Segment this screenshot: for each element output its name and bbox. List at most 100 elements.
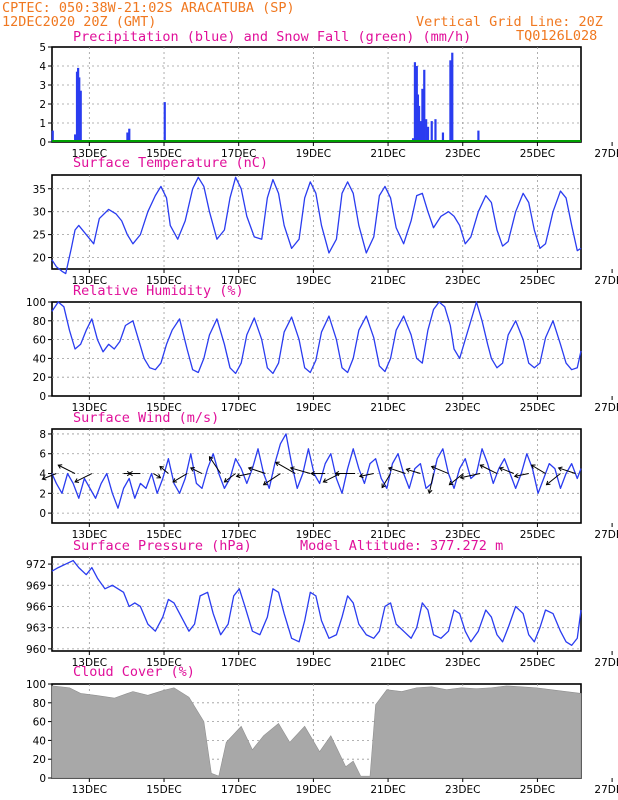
wind-vector-head xyxy=(159,465,165,471)
temp-xtick-label: 19DEC xyxy=(296,275,331,287)
wind-xtick-label: 17DEC xyxy=(221,529,256,541)
rh-xtick-label: 25DEC xyxy=(520,402,555,414)
wind-vector-shaft xyxy=(546,473,561,486)
wind-vector-shaft xyxy=(428,473,434,494)
rh-xtick-label: 23DEC xyxy=(445,402,480,414)
temp-xtick-label: 17DEC xyxy=(221,275,256,287)
wind-series-line xyxy=(51,433,582,509)
precip-bar xyxy=(451,52,454,143)
pres-title: Surface Pressure (hPa) xyxy=(73,538,252,554)
precip-xtick-label: 23DEC xyxy=(445,148,480,160)
wind-title: Surface Wind (m/s) xyxy=(73,410,220,426)
pres-xtick-label: 23DEC xyxy=(445,657,480,669)
cloud-xtick-label: 25DEC xyxy=(520,784,555,796)
wind-vector-shaft xyxy=(42,473,57,480)
temp-title: Surface Temperature (nC) xyxy=(73,155,269,171)
run-datetime: 12DEC2020 20Z (GMT) xyxy=(2,14,157,30)
precip-ytick-label: 4 xyxy=(39,61,46,73)
wind-vector-shaft xyxy=(58,464,76,474)
cloud-xtick-label: 17DEC xyxy=(221,784,256,796)
wind-vector-head xyxy=(405,467,411,473)
pres-xtick-label: 27DEC xyxy=(594,657,618,669)
wind-vector-head xyxy=(448,480,454,486)
wind-vector-shaft xyxy=(248,467,266,475)
wind-vector-shaft xyxy=(381,473,391,488)
cloud-cover-area xyxy=(51,685,582,779)
temp-panel xyxy=(48,174,613,275)
wind-vector-head xyxy=(358,473,364,479)
precip-bar xyxy=(421,88,424,142)
cloud-xtick-label: 19DEC xyxy=(296,784,331,796)
wind-vector-head xyxy=(387,466,393,472)
wind-vector-head xyxy=(459,474,465,480)
temp-ytick-label: 30 xyxy=(33,207,46,219)
wind-vector-head xyxy=(223,478,229,483)
wind-vector-shaft xyxy=(406,468,421,475)
pres-xtick-label: 25DEC xyxy=(520,657,555,669)
rh-xtick-label: 27DEC xyxy=(594,402,618,414)
wind-vector-head xyxy=(557,466,563,472)
pres-xtick-label: 13DEC xyxy=(72,657,107,669)
precip-bar xyxy=(126,132,129,142)
rh-ytick-label: 80 xyxy=(33,316,46,328)
precip-bar xyxy=(434,119,437,142)
temp-ytick-label: 25 xyxy=(33,230,46,242)
precip-bar xyxy=(416,94,420,142)
rh-xtick-label: 19DEC xyxy=(296,402,331,414)
wind-ytick-label: 8 xyxy=(39,429,46,441)
wind-xtick-label: 15DEC xyxy=(146,529,181,541)
precip-xtick-label: 17DEC xyxy=(221,148,256,160)
wind-vector-shaft xyxy=(479,464,498,474)
wind-vector-shaft xyxy=(460,473,481,479)
wind-vector-head xyxy=(156,473,162,479)
wind-vector-head xyxy=(172,478,178,483)
cloud-xtick-label: 23DEC xyxy=(445,784,480,796)
station-header: CPTEC: 050:38W-21:02S ARACATUBA (SP) xyxy=(2,0,295,16)
wind-xtick-label: 27DEC xyxy=(594,529,618,541)
wind-vector-head xyxy=(189,467,195,472)
wind-vector-head xyxy=(208,455,214,461)
wind-vector-head xyxy=(41,475,47,481)
wind-vector-head xyxy=(128,470,133,477)
wind-vector-shaft xyxy=(359,473,374,477)
precip-ytick-label: 0 xyxy=(39,137,46,149)
wind-vector-head xyxy=(498,466,504,472)
precip-bar xyxy=(430,121,433,142)
precip-bar xyxy=(417,105,421,142)
precip-bar xyxy=(426,126,430,142)
temp-xtick-label: 27DEC xyxy=(594,275,618,287)
precip-bar xyxy=(163,102,166,142)
wind-vector-shaft xyxy=(172,473,188,483)
model-id: TQ0126L028 xyxy=(516,28,598,44)
precip-bar xyxy=(128,128,131,142)
wind-vector-shaft xyxy=(190,467,203,474)
precip-xtick-label: 13DEC xyxy=(72,148,107,160)
wind-vector-shaft xyxy=(388,467,406,475)
wind-vector-shaft xyxy=(290,467,311,475)
precip-bar xyxy=(78,77,81,142)
wind-ytick-label: 6 xyxy=(39,449,46,461)
cloud-panel xyxy=(48,683,613,782)
wind-xtick-label: 19DEC xyxy=(296,529,331,541)
wind-ytick-label: 2 xyxy=(39,488,46,500)
rh-series-line xyxy=(51,301,582,375)
precip-bar xyxy=(415,66,418,142)
wind-vector-shaft xyxy=(431,466,449,474)
rh-panel xyxy=(48,301,613,400)
cloud-xtick-label: 15DEC xyxy=(146,784,181,796)
precip-bar xyxy=(423,69,426,142)
wind-vector-head xyxy=(322,478,328,483)
wind-vector-head xyxy=(545,480,551,486)
wind-ytick-label: 0 xyxy=(39,508,46,520)
rh-xtick-label: 21DEC xyxy=(370,402,405,414)
wind-vector-head xyxy=(262,480,268,486)
temp-ytick-label: 35 xyxy=(33,184,46,196)
wind-vector-head xyxy=(310,470,315,477)
precip-xtick-label: 15DEC xyxy=(146,148,181,160)
pres-series-line xyxy=(51,559,582,646)
precip-ytick-label: 5 xyxy=(39,42,46,54)
precip-frame xyxy=(51,46,582,143)
temp-xtick-label: 15DEC xyxy=(146,275,181,287)
cloud-xtick-label: 13DEC xyxy=(72,784,107,796)
